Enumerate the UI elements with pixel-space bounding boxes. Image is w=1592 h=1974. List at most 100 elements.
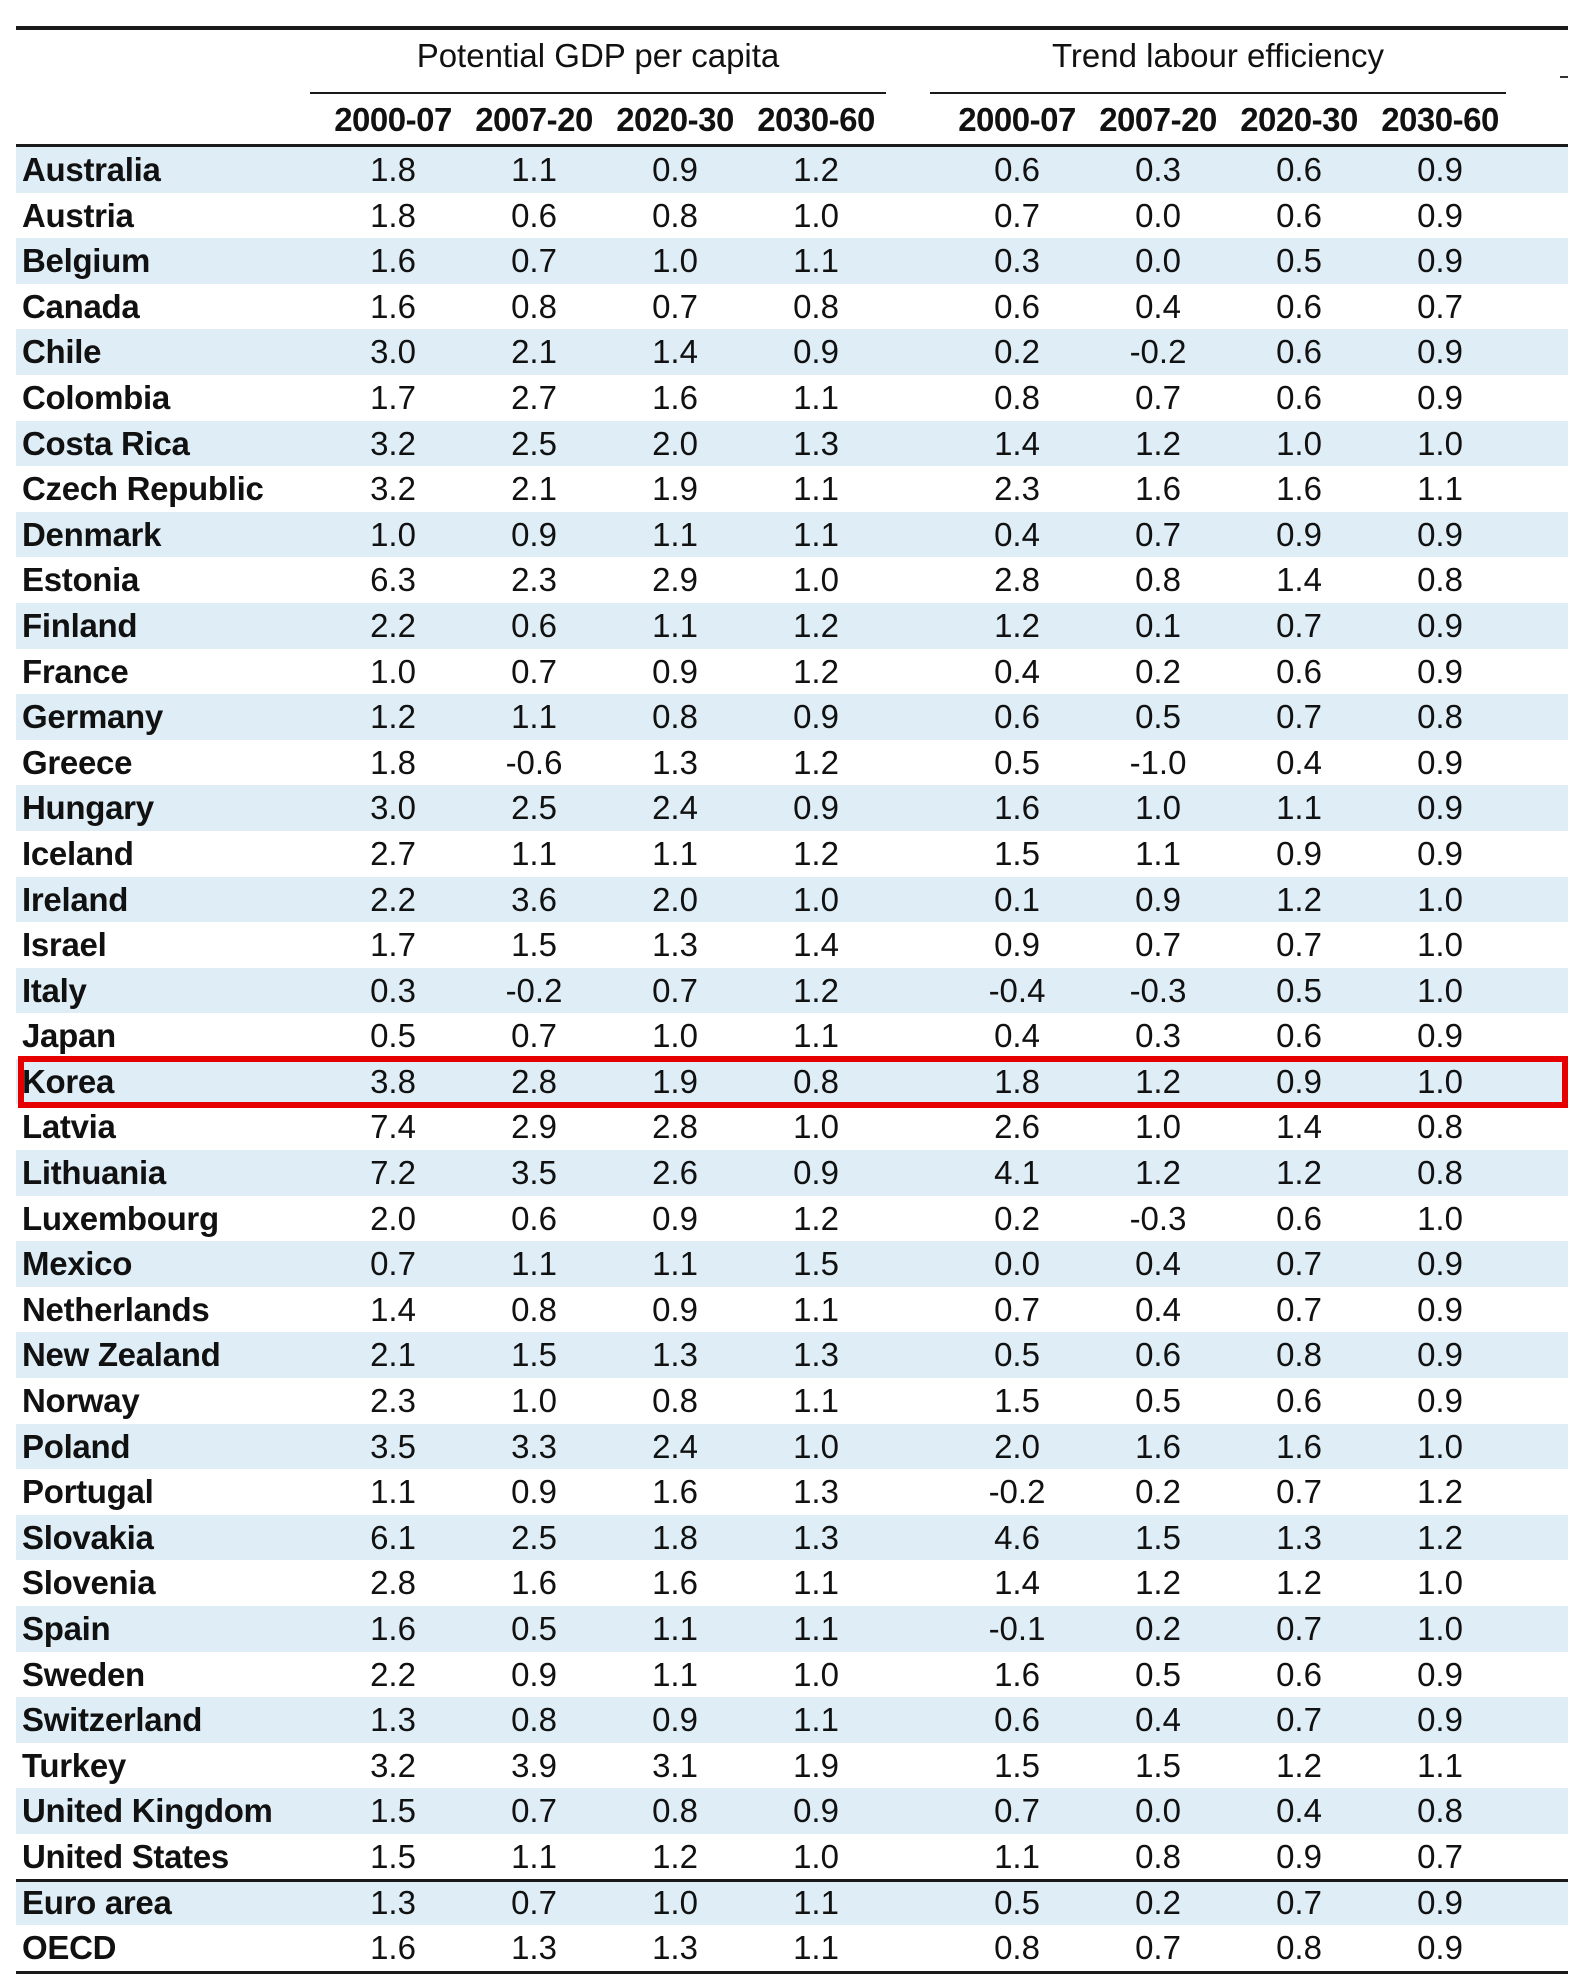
- table-cell: 1.0: [793, 196, 839, 234]
- table-cell: 1.3: [793, 1473, 839, 1511]
- table-cell: 1.1: [1417, 1746, 1463, 1784]
- table-cell: 0.7: [994, 1792, 1040, 1830]
- table-row: Lithuania 7.2 3.5 2.6 0.9 4.1 1.2 1.2 0.8: [16, 1150, 1568, 1196]
- row-label: Euro area: [22, 1883, 172, 1921]
- table-cell: 0.9: [1417, 1336, 1463, 1374]
- table-cell: 0.6: [994, 698, 1040, 736]
- table-cell: 1.1: [511, 151, 557, 188]
- table-cell: 3.5: [511, 1154, 557, 1192]
- table-cell: 0.9: [1417, 789, 1463, 827]
- table-cell: 3.6: [511, 880, 557, 918]
- table-cell: 0.8: [1417, 1108, 1463, 1146]
- table-cell: 0.7: [1276, 1245, 1322, 1283]
- table-cell: 0.6: [1276, 151, 1322, 188]
- table-cell: 0.3: [370, 971, 416, 1009]
- table-cell: 1.1: [793, 515, 839, 553]
- table-cell: -0.2: [988, 1473, 1046, 1511]
- table-row: Germany 1.2 1.1 0.8 0.9 0.6 0.5 0.7 0.8: [16, 694, 1568, 740]
- table-cell: -0.3: [1129, 1199, 1187, 1237]
- table-cell: 1.1: [793, 470, 839, 508]
- table-cell: 0.3: [1135, 1017, 1181, 1055]
- table-row: Slovenia 2.8 1.6 1.6 1.1 1.4 1.2 1.2 1.0: [16, 1560, 1568, 1606]
- table-cell: 1.0: [511, 1382, 557, 1420]
- row-label: Colombia: [22, 378, 170, 416]
- table-cell: 1.1: [793, 242, 839, 280]
- table-row: Slovakia 6.1 2.5 1.8 1.3 4.6 1.5 1.3 1.2: [16, 1514, 1568, 1561]
- table-cell: 0.9: [1417, 1382, 1463, 1420]
- table-cell: 0.7: [1417, 287, 1463, 325]
- table-cell: 1.4: [1276, 561, 1322, 599]
- group-header-trend-labour: Trend labour efficiency: [930, 34, 1506, 96]
- column-header: 2030-60: [757, 101, 875, 138]
- row-label: Costa Rica: [22, 424, 190, 462]
- table-row: Switzerland 1.3 0.8 0.9 1.1 0.6 0.4 0.7 0.9: [16, 1697, 1568, 1743]
- table-cell: 0.7: [1135, 378, 1181, 416]
- table-row: Sweden 2.2 0.9 1.1 1.0 1.6 0.5 0.6 0.9: [16, 1652, 1568, 1698]
- table-cell: 2.4: [652, 789, 698, 827]
- table-cell: 0.9: [1417, 743, 1463, 781]
- table-cell: 0.7: [652, 287, 698, 325]
- table-cell: 0.9: [1417, 378, 1463, 416]
- group-header-label: Potential GDP per capita: [416, 37, 780, 74]
- table-cell: 1.0: [793, 880, 839, 918]
- table-cell: 1.6: [652, 1564, 698, 1602]
- table-cell: 1.2: [652, 1837, 698, 1875]
- table-cell: 1.2: [793, 834, 839, 872]
- table-cell: 2.0: [370, 1199, 416, 1237]
- table-cell: 1.1: [1276, 789, 1322, 827]
- table-row: Euro area 1.3 0.7 1.0 1.1 0.5 0.2 0.7 0.9: [16, 1879, 1568, 1926]
- row-label: Slovenia: [22, 1564, 156, 1602]
- table-cell: 0.0: [994, 1245, 1040, 1283]
- table-cell: 0.5: [1135, 698, 1181, 736]
- table-cell: 1.4: [793, 926, 839, 964]
- table-cell: 0.6: [1276, 287, 1322, 325]
- row-label: United Kingdom: [22, 1792, 273, 1830]
- table-cell: 1.5: [793, 1245, 839, 1283]
- table-cell: 0.8: [1417, 1792, 1463, 1830]
- table-cell: 0.5: [511, 1610, 557, 1647]
- table-cell: 0.6: [1276, 1017, 1322, 1055]
- table-cell: 0.9: [511, 515, 557, 553]
- table-cell: 0.2: [994, 1199, 1040, 1237]
- table-cell: 0.4: [994, 652, 1040, 690]
- table-cell: 1.1: [793, 378, 839, 416]
- table-cell: 2.3: [511, 561, 557, 599]
- table-cell: 1.4: [1276, 1108, 1322, 1146]
- table-cell: 0.8: [1417, 561, 1463, 599]
- table-cell: 1.2: [1135, 1062, 1181, 1100]
- table-cell: 3.2: [370, 424, 416, 462]
- table-cell: 1.2: [793, 743, 839, 781]
- column-header: 2000-07: [334, 101, 452, 138]
- table-cell: 0.6: [1135, 1336, 1181, 1374]
- table-cell: 1.0: [793, 1655, 839, 1693]
- row-label: Chile: [22, 333, 102, 371]
- table-cell: 1.1: [511, 1245, 557, 1283]
- table-cell: 2.1: [511, 333, 557, 371]
- table-cell: 2.2: [370, 606, 416, 644]
- table-cell: 1.1: [793, 1017, 839, 1055]
- row-label: Latvia: [22, 1108, 116, 1146]
- table-cell: 1.6: [370, 242, 416, 280]
- table-body: Australia 1.8 1.1 0.9 1.2 0.6 0.3 0.6 0.9 Austria…: [16, 147, 1568, 1974]
- table-cell: 0.6: [994, 151, 1040, 188]
- table-cell: 1.0: [1276, 424, 1322, 462]
- table-row: Austria 1.8 0.6 0.8 1.0 0.7 0.0 0.6 0.9: [16, 193, 1568, 239]
- table-cell: 0.5: [994, 1883, 1040, 1921]
- table-cell: 0.3: [1135, 151, 1181, 188]
- table-cell: 1.4: [370, 1290, 416, 1328]
- row-label: Slovakia: [22, 1518, 154, 1556]
- table-cell: 2.2: [370, 880, 416, 918]
- table-row: Estonia 6.3 2.3 2.9 1.0 2.8 0.8 1.4 0.8: [16, 557, 1568, 603]
- table-cell: 0.1: [1135, 606, 1181, 644]
- table-cell: 0.8: [652, 1382, 698, 1420]
- group-header-rule: [310, 92, 886, 94]
- table-cell: 0.8: [1276, 1929, 1322, 1967]
- table-cell: 0.7: [511, 1792, 557, 1830]
- table-cell: 2.4: [652, 1427, 698, 1465]
- table-cell: 0.6: [1276, 1382, 1322, 1420]
- table-cell: 1.2: [793, 151, 839, 188]
- table-cell: 3.2: [370, 470, 416, 508]
- table-cell: 0.5: [1135, 1382, 1181, 1420]
- table-cell: 0.9: [1417, 515, 1463, 553]
- table-cell: 1.2: [1276, 1746, 1322, 1784]
